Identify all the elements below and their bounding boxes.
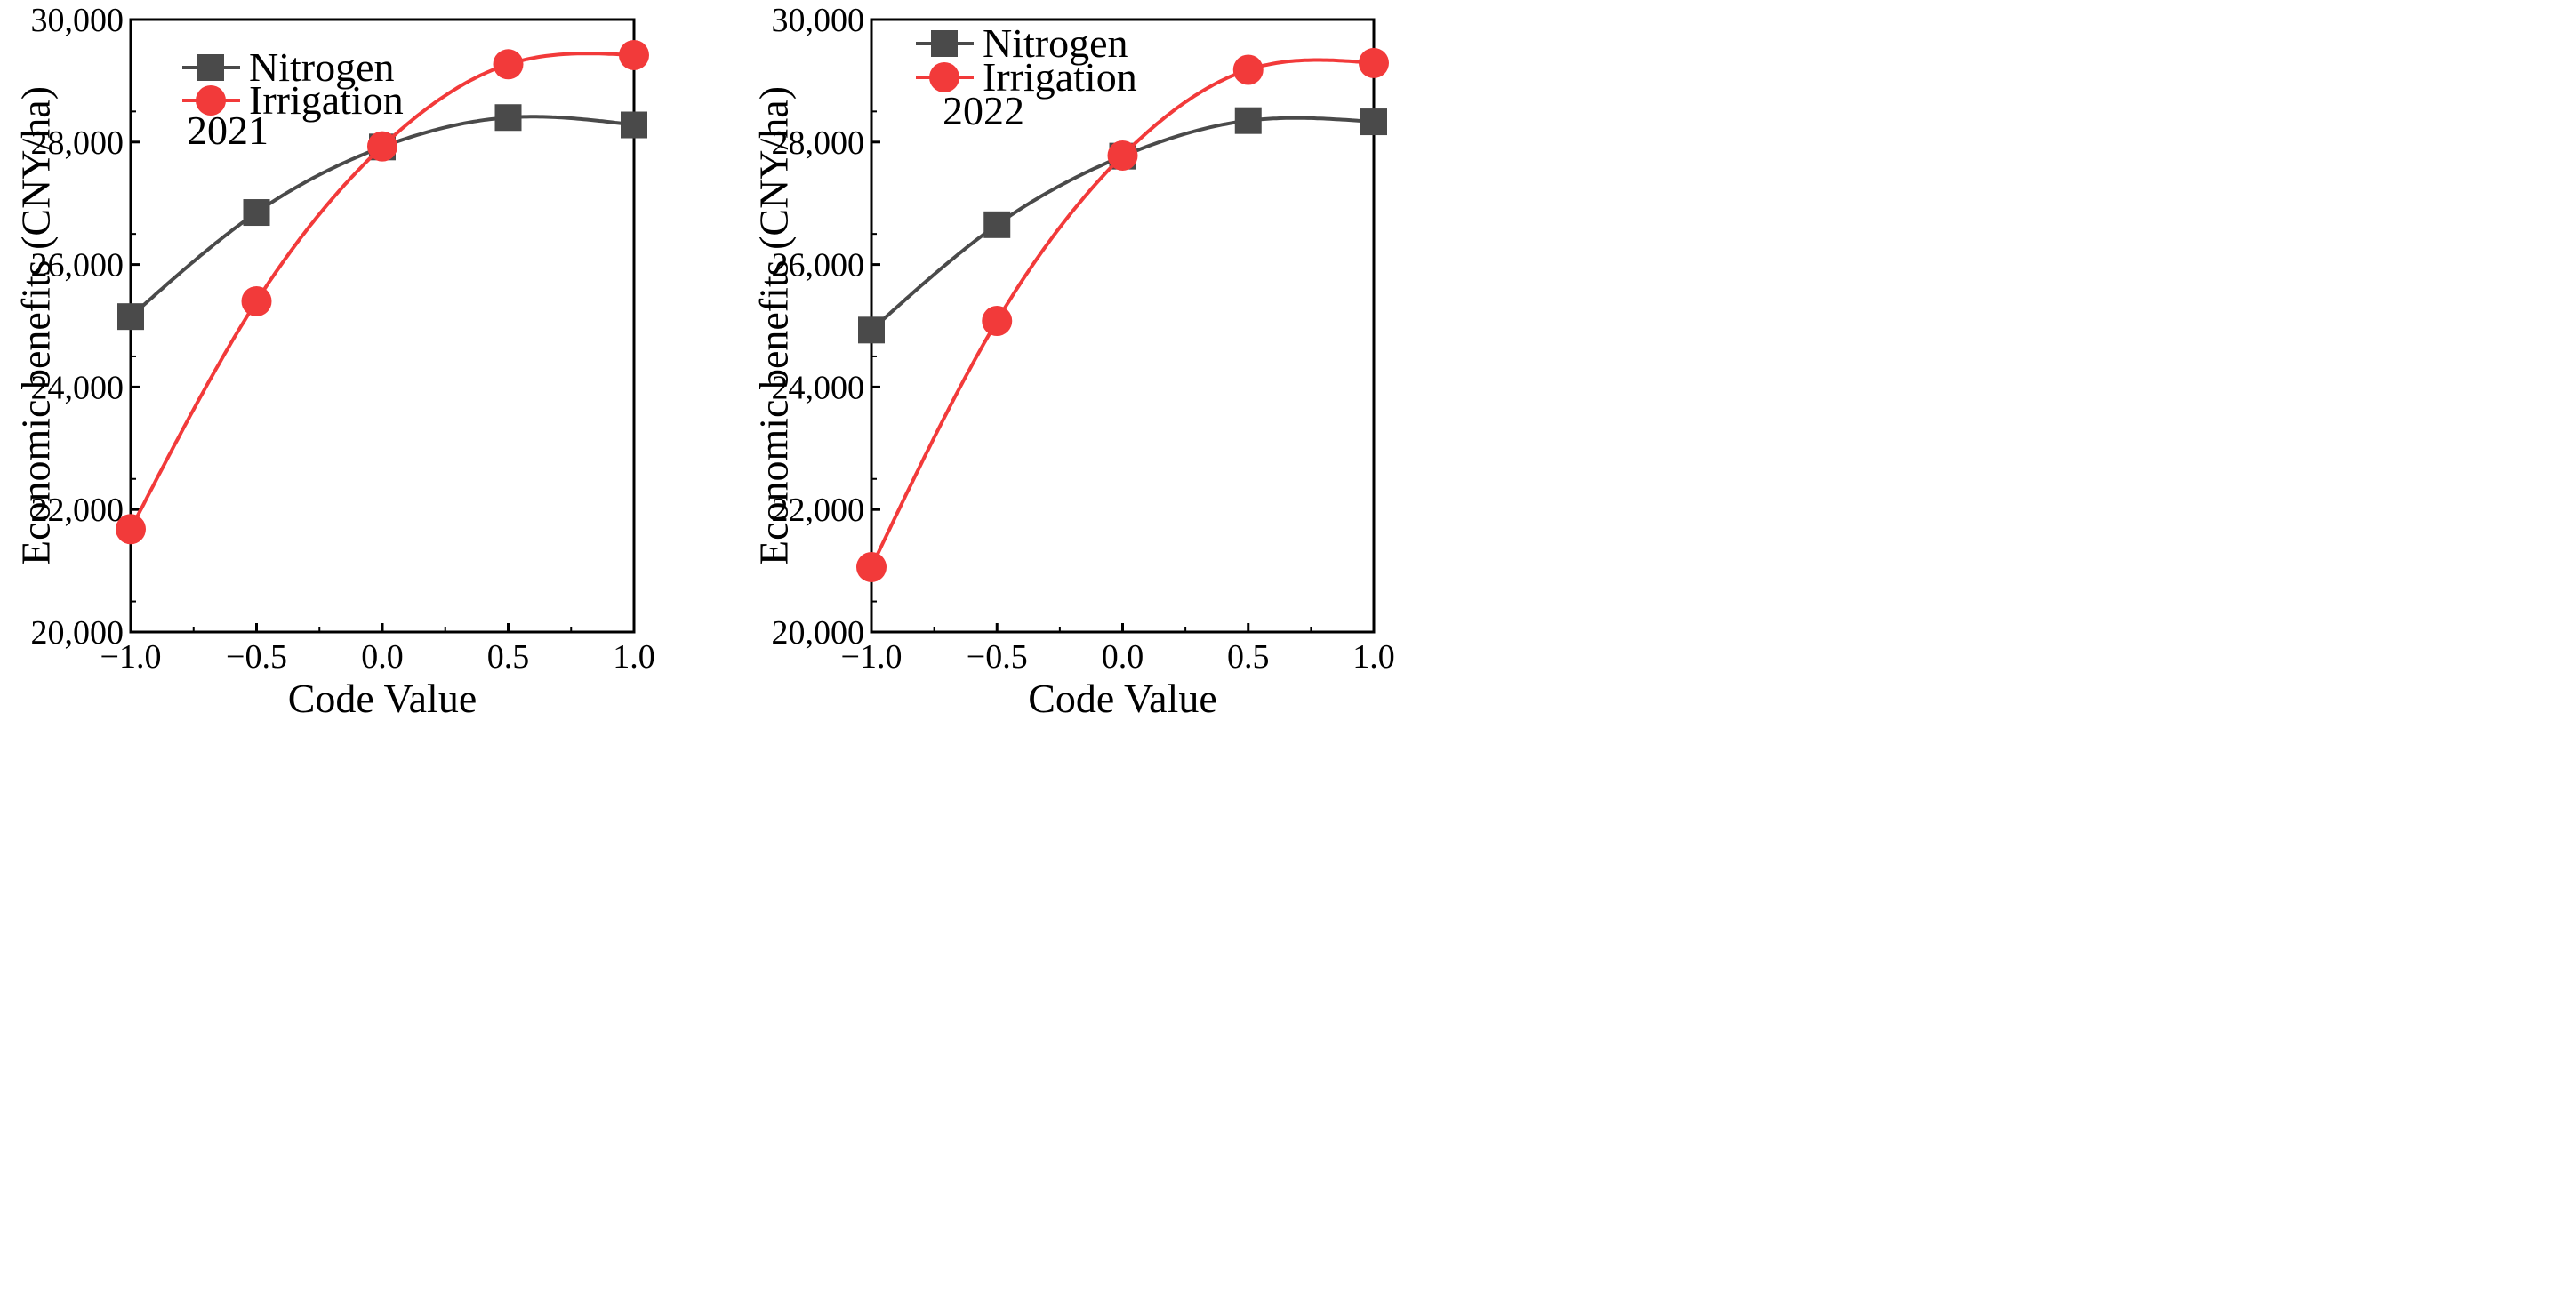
x-tick-label: 1.0 [613,638,655,676]
chart-panel-2021: 20,000 22,000 24,000 26,000 28,000 30,000 −1.0… [13,2,655,721]
y-tick-label: 24,000 [772,369,865,406]
data-point-nitrogen [243,199,270,227]
x-tick-label: 0.5 [487,638,530,676]
data-point-irrigation [1359,47,1389,78]
y-tick-label: 26,000 [31,247,124,284]
x-tick-label: 0.0 [361,638,404,676]
year-annotation: 2021 [187,108,269,153]
data-point-irrigation [856,551,887,582]
data-point-nitrogen [1234,107,1262,134]
y-axis-label: Economic benefits (CNY/ha) [13,86,59,565]
y-tick-label: 22,000 [772,492,865,529]
x-tick-label: 0.5 [1227,638,1270,676]
x-tick-label: 0.0 [1102,638,1144,676]
x-axis-label: Code Value [288,676,477,721]
y-tick-label: 28,000 [772,124,865,162]
legend-marker-irrigation [929,62,959,92]
x-axis-label: Code Value [1028,676,1217,721]
x-tick-label: −0.5 [967,638,1028,676]
chart-panel-2022: 20,000 22,000 24,000 26,000 28,000 30,000 −1.0… [751,2,1395,721]
data-point-irrigation [367,131,397,162]
y-tick-label: 22,000 [31,492,124,529]
year-annotation: 2022 [943,88,1024,133]
y-tick-label: 28,000 [31,124,124,162]
legend-marker-nitrogen [931,30,958,57]
x-tick-label: −0.5 [226,638,287,676]
data-point-irrigation [982,305,1013,336]
data-point-irrigation [493,49,524,80]
data-point-nitrogen [983,211,1011,238]
data-point-irrigation [241,285,272,316]
data-point-irrigation [619,39,649,70]
legend-marker-nitrogen [197,54,224,81]
x-tick-label: −1.0 [100,638,162,676]
data-point-nitrogen [117,303,144,331]
data-point-irrigation [1107,140,1138,171]
y-tick-label: 26,000 [772,247,865,284]
data-point-nitrogen [621,111,647,139]
data-point-nitrogen [858,316,885,344]
y-tick-label: 20,000 [31,614,124,652]
x-tick-label: −1.0 [841,638,903,676]
data-point-irrigation [1232,54,1264,85]
legend-label-irrigation: Irrigation [983,54,1137,100]
y-tick-label: 20,000 [772,614,865,652]
data-point-nitrogen [494,104,522,132]
legend-label-irrigation: Irrigation [249,77,404,123]
legend-label-nitrogen: Nitrogen [983,20,1128,66]
legend-marker-irrigation [196,85,226,116]
y-tick-label: 30,000 [31,2,124,39]
data-point-nitrogen [1360,108,1387,136]
y-tick-label: 24,000 [31,369,124,406]
series-line-irrigation [870,58,1375,568]
legend-label-nitrogen: Nitrogen [249,44,395,90]
data-point-irrigation [116,514,146,545]
x-tick-label: 1.0 [1352,638,1395,676]
y-axis-label: Economic benefits (CNY/ha) [751,86,797,565]
y-tick-label: 30,000 [772,2,865,39]
